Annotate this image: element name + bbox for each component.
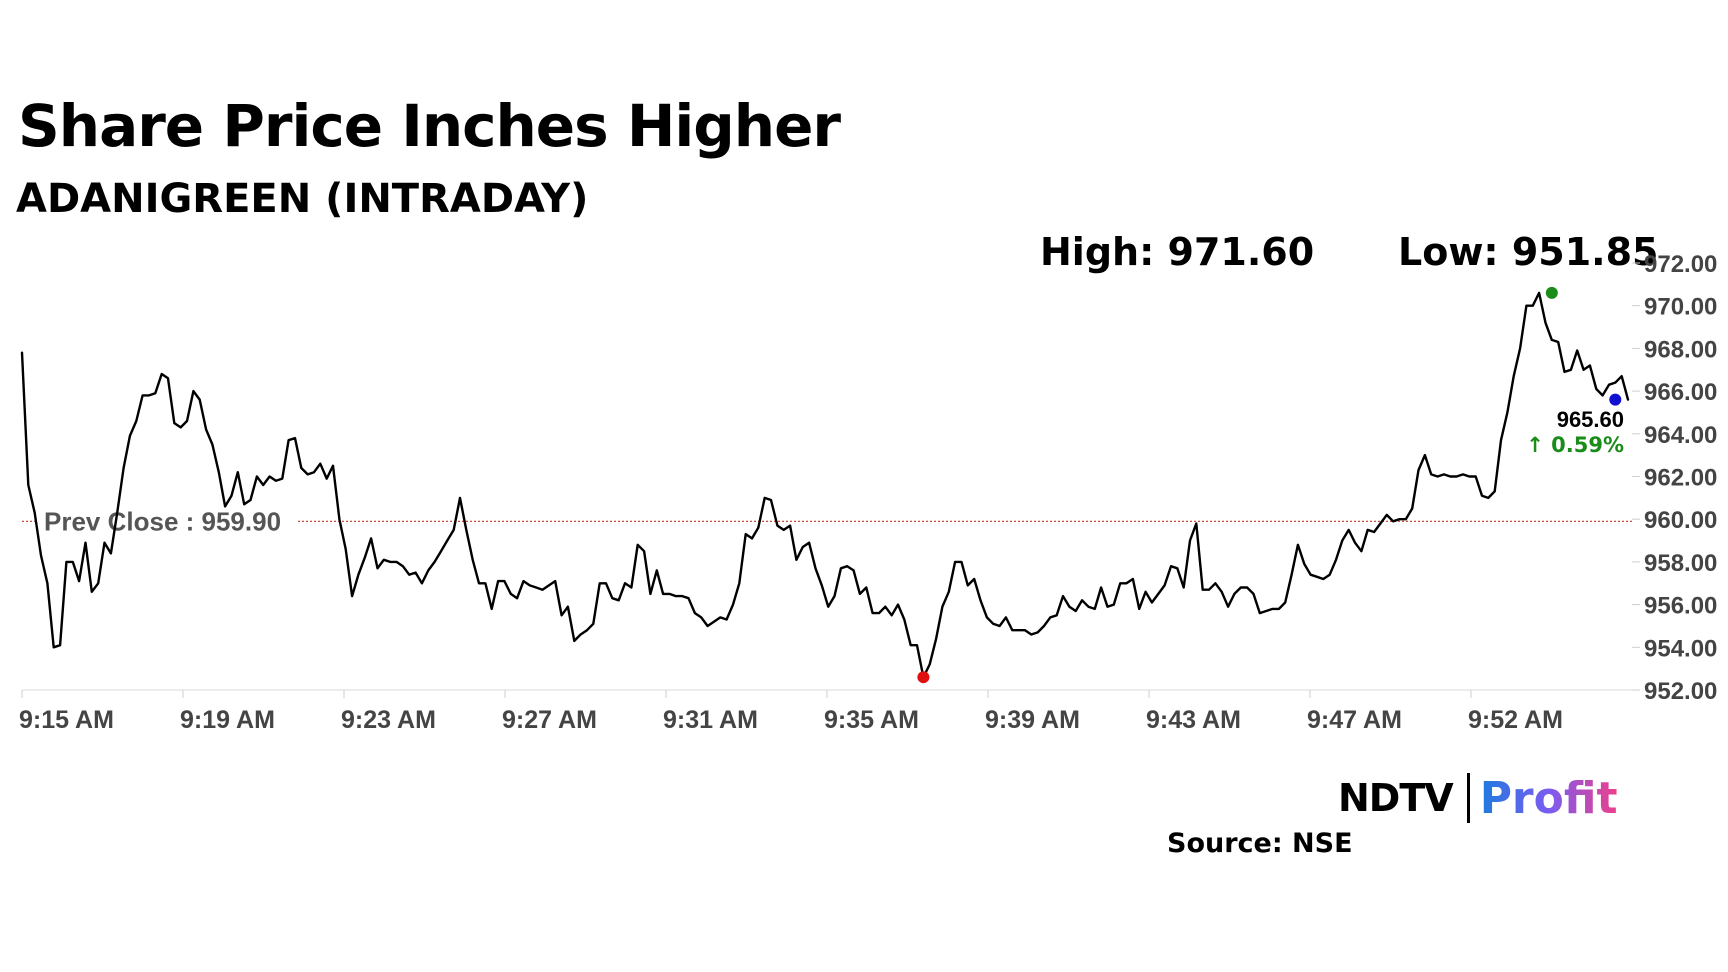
y-tick-label: 968.00 (1644, 336, 1717, 363)
y-tick-label: 966.00 (1644, 379, 1717, 406)
change-percent-label: ↑ 0.59% (1526, 433, 1624, 457)
source-label: Source: NSE (1167, 828, 1353, 859)
y-tick-label: 962.00 (1644, 465, 1717, 492)
x-tick-label: 9:47 AM (1307, 706, 1402, 734)
prev-close-label-bg (38, 503, 298, 538)
y-tick-label: 964.00 (1644, 422, 1717, 449)
y-tick-label: 972.00 (1644, 251, 1717, 278)
y-tick-label: 958.00 (1644, 550, 1717, 577)
logo-profit-text: Profit (1479, 772, 1618, 824)
low-stat-label: Low: 951.85 (1398, 230, 1659, 274)
x-tick-label: 9:27 AM (502, 706, 597, 734)
prev-close-label: Prev Close : 959.90 (44, 506, 281, 536)
x-tick-label: 9:35 AM (824, 706, 919, 734)
logo-divider (1466, 773, 1470, 823)
last-price-label: 965.60 (1557, 407, 1624, 432)
x-tick-label: 9:31 AM (663, 706, 758, 734)
low-point-marker (917, 671, 930, 684)
y-tick-label: 970.00 (1644, 294, 1717, 321)
x-tick-label: 9:15 AM (19, 706, 114, 734)
chart-subtitle: ADANIGREEN (INTRADAY) (16, 176, 589, 222)
y-tick-label: 956.00 (1644, 593, 1717, 620)
logo-ndtv-text: NDTV (1338, 776, 1454, 820)
x-tick-label: 9:43 AM (1146, 706, 1241, 734)
last-point-marker (1609, 393, 1622, 406)
x-tick-label: 9:52 AM (1468, 706, 1563, 734)
ndtv-profit-logo: NDTV Profit (1338, 772, 1618, 824)
x-tick-label: 9:19 AM (180, 706, 275, 734)
high-stat-label: High: 971.60 (1040, 230, 1315, 274)
y-tick-label: 960.00 (1644, 507, 1717, 534)
y-tick-label: 954.00 (1644, 635, 1717, 662)
x-tick-label: 9:39 AM (985, 706, 1080, 734)
price-line (20, 291, 1630, 679)
x-tick-label: 9:23 AM (341, 706, 436, 734)
high-point-marker (1545, 286, 1558, 299)
chart-title: Share Price Inches Higher (18, 92, 841, 160)
y-tick-label: 952.00 (1644, 678, 1717, 705)
